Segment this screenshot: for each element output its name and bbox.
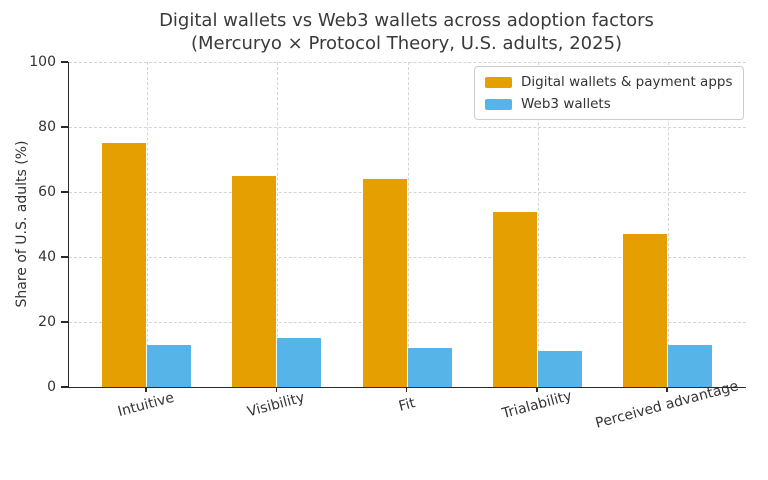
chart-title: Digital wallets vs Web3 wallets across a…: [159, 10, 654, 31]
y-tick-mark: [61, 386, 68, 388]
y-tick-label: 0: [47, 378, 56, 395]
bar-web3-wallets: [537, 351, 582, 387]
x-tick-mark: [405, 387, 408, 392]
bar-web3-wallets: [407, 348, 452, 387]
y-tick-label: 60: [38, 183, 56, 200]
x-tick-mark: [145, 387, 147, 392]
y-tick-label: 20: [38, 313, 56, 330]
gridline-vertical: [147, 62, 148, 387]
y-tick-label: 80: [38, 118, 56, 135]
bar-digital-wallets: [623, 234, 667, 387]
gridline-vertical: [537, 62, 539, 387]
y-tick-mark: [61, 126, 68, 128]
bar-web3-wallets: [668, 344, 712, 387]
gridline-vertical: [668, 62, 669, 387]
y-tick-mark: [61, 321, 68, 323]
chart-subtitle: (Mercuryo × Protocol Theory, U.S. adults…: [190, 33, 623, 55]
legend-label-digital-wallets: Digital wallets & payment apps: [521, 74, 733, 90]
bar-digital-wallets: [492, 211, 537, 387]
legend-swatch-digital-wallets: [485, 76, 512, 88]
gridline-vertical: [277, 62, 279, 387]
x-tick-mark: [275, 387, 277, 392]
x-tick-mark: [666, 387, 668, 392]
legend-item-digital-wallets: Digital wallets & payment apps: [485, 74, 733, 90]
chart-title-block: Digital wallets vs Web3 wallets across a…: [68, 9, 745, 56]
bar-digital-wallets: [102, 143, 146, 387]
bar-digital-wallets: [232, 175, 277, 387]
legend-label-web3-wallets: Web3 wallets: [521, 96, 611, 112]
bar-web3-wallets: [147, 344, 191, 387]
y-tick-label: 40: [38, 248, 56, 265]
gridline-vertical: [407, 62, 409, 387]
y-tick-label: 100: [29, 53, 56, 70]
x-tick-label: Fit: [396, 395, 417, 415]
y-tick-mark: [61, 256, 68, 258]
x-tick-label: Visibility: [245, 389, 307, 421]
x-tick-label: Trialability: [500, 388, 574, 422]
plot-area: [68, 62, 746, 388]
legend: Digital wallets & payment apps Web3 wall…: [474, 66, 744, 120]
x-tick-label: Intuitive: [116, 389, 176, 421]
legend-item-web3-wallets: Web3 wallets: [485, 96, 733, 112]
bar-digital-wallets: [362, 179, 407, 387]
y-axis-label: Share of U.S. adults (%): [14, 140, 30, 308]
legend-swatch-web3-wallets: [485, 98, 512, 110]
bar-web3-wallets: [277, 338, 322, 387]
x-tick-mark: [536, 387, 538, 392]
y-tick-mark: [61, 191, 68, 193]
y-tick-mark: [61, 61, 68, 63]
